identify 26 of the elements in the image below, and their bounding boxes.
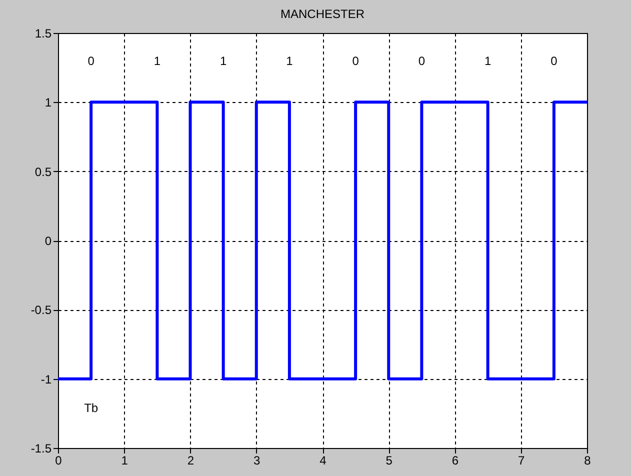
- annotation: 0: [352, 54, 360, 68]
- x-tick-label: 8: [584, 454, 592, 468]
- x-tick-label: 3: [254, 454, 261, 468]
- annotation: 0: [550, 54, 558, 68]
- annotation: 1: [220, 54, 227, 68]
- x-tick-label: 7: [518, 454, 526, 468]
- annotation: 1: [154, 54, 161, 68]
- y-tick-label: 1.5: [34, 26, 52, 40]
- x-tick-label: 6: [452, 454, 459, 468]
- x-tick-label: 5: [386, 454, 393, 468]
- y-tick-label: 1: [44, 96, 52, 110]
- y-tick-label: 0.5: [34, 164, 52, 179]
- y-tick-label: -1: [40, 372, 52, 386]
- annotation: 0: [88, 54, 95, 68]
- annotation: Tb: [84, 401, 98, 415]
- annotation: 1: [484, 54, 492, 68]
- annotation: 0: [418, 54, 426, 68]
- x-tick-label: 1: [121, 454, 128, 468]
- annotation: 1: [286, 54, 294, 68]
- x-tick-label: 4: [320, 454, 327, 468]
- x-tick-label: 2: [187, 454, 194, 468]
- y-tick-label: 0: [44, 234, 52, 248]
- x-tick-label: 0: [55, 454, 62, 468]
- y-tick-label: -0.5: [30, 303, 52, 318]
- chart-title: MANCHESTER: [280, 7, 365, 21]
- y-tick-label: -1.5: [30, 442, 52, 456]
